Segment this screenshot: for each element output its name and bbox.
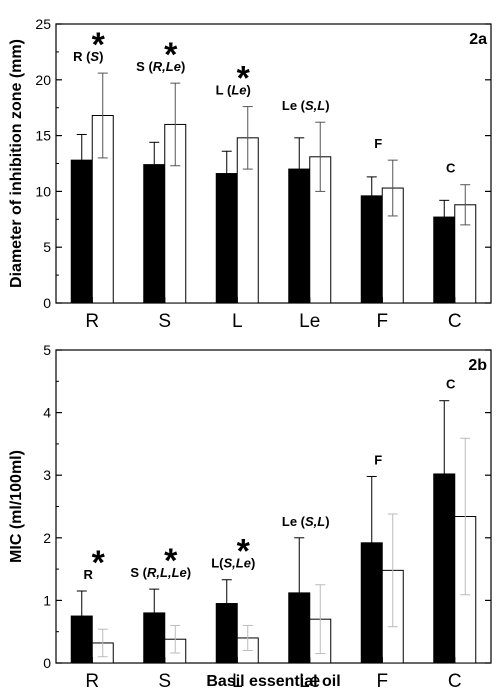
- annotation-italic: S,Le: [223, 556, 250, 571]
- x-tick-label: L: [232, 311, 243, 332]
- annotation-R: R (S): [73, 49, 103, 64]
- bar-dark-L: [215, 173, 238, 304]
- annotation-C: C: [446, 377, 456, 392]
- significance-star: *: [237, 60, 251, 98]
- significance-star: *: [164, 36, 178, 74]
- annotation-text: Le (: [282, 514, 306, 529]
- annotation-italic: Le: [231, 83, 246, 98]
- panel-label: 2a: [469, 31, 487, 48]
- annotation-Le: Le (S,L): [282, 514, 330, 529]
- annotation-text: R: [84, 567, 94, 582]
- y-tick-label: 25: [35, 16, 51, 32]
- bar-dark-L: [215, 603, 238, 664]
- y-tick-label: 0: [43, 295, 51, 311]
- annotation-F: F: [374, 452, 382, 467]
- annotation-text: C: [446, 161, 456, 176]
- annotation-S: S (R,Le): [136, 59, 185, 74]
- x-tick-label: Le: [299, 671, 320, 691]
- annotation-S: S (R,L,Le): [130, 565, 191, 580]
- bar-dark-R: [70, 615, 93, 664]
- y-tick-label: 15: [35, 128, 51, 144]
- x-tick-label: C: [448, 311, 462, 332]
- annotation-italic: S: [90, 49, 99, 64]
- y-axis-label: MIC (ml/100ml): [8, 450, 25, 563]
- x-tick-label: S: [158, 311, 171, 332]
- x-tick-label: L: [232, 671, 243, 691]
- annotation-italic: R,L,Le: [147, 565, 187, 580]
- bar-dark-C: [433, 473, 456, 664]
- annotation-L: L(S,Le): [211, 556, 255, 571]
- x-tick-label: F: [376, 671, 388, 691]
- x-tick-label: Le: [299, 311, 320, 332]
- x-tick-label: R: [85, 671, 99, 691]
- annotation-text: R (: [73, 49, 91, 64]
- annotation-Le: Le (S,L): [282, 98, 330, 113]
- y-tick-label: 5: [43, 239, 51, 255]
- bar-dark-Le: [288, 168, 311, 304]
- annotation-text: L (: [216, 83, 232, 98]
- plot-frame: [55, 349, 492, 664]
- chart-panel-2a: 0 5 10 15 20 25 Diameter of inhibition zone (m…: [8, 16, 492, 332]
- annotation-italic: R,Le: [153, 59, 181, 74]
- bar-dark-S: [143, 164, 166, 304]
- annotation-F: F: [374, 136, 382, 151]
- annotation-close: ): [246, 83, 250, 98]
- y-tick-label: 0: [43, 655, 51, 671]
- annotation-text: S (: [130, 565, 147, 580]
- significance-star: *: [237, 533, 251, 571]
- y-tick-label: 3: [43, 467, 51, 483]
- annotation-italic: S,L: [305, 98, 325, 113]
- bar-dark-F: [360, 195, 383, 304]
- annotation-L: L (Le): [216, 83, 251, 98]
- significance-star: *: [164, 542, 178, 580]
- bar-dark-F: [360, 542, 383, 664]
- significance-star: *: [92, 26, 106, 64]
- y-tick-label: 1: [43, 592, 51, 608]
- annotation-text: S (: [136, 59, 153, 74]
- annotation-close: ): [181, 59, 185, 74]
- y-axis-label: Diameter of inhibition zone (mm): [8, 39, 25, 288]
- x-tick-label: F: [376, 311, 388, 332]
- annotation-close: ): [325, 514, 329, 529]
- annotation-text: C: [446, 377, 456, 392]
- y-tick-label: 10: [35, 183, 51, 199]
- y-tick-label: 20: [35, 72, 51, 88]
- annotation-R: R: [84, 567, 94, 582]
- annotation-text: Le (: [282, 98, 306, 113]
- annotation-close: ): [251, 556, 255, 571]
- annotation-text: F: [374, 452, 382, 467]
- annotation-text: F: [374, 136, 382, 151]
- annotation-italic: S,L: [305, 514, 325, 529]
- bar-dark-S: [143, 612, 166, 664]
- y-tick-label: 4: [43, 405, 51, 421]
- annotation-text: L(: [211, 556, 224, 571]
- x-axis-label: Basil essential oil: [206, 673, 340, 690]
- annotation-close: ): [187, 565, 191, 580]
- y-tick-label: 5: [43, 342, 51, 358]
- annotation-C: C: [446, 161, 456, 176]
- x-tick-label: S: [158, 671, 171, 691]
- bar-dark-R: [70, 159, 93, 304]
- y-tick-label: 2: [43, 530, 51, 546]
- bar-dark-C: [433, 216, 456, 304]
- x-tick-label: C: [448, 671, 462, 691]
- x-tick-label: R: [85, 311, 99, 332]
- plot-frame: [55, 23, 492, 304]
- annotation-close: ): [325, 98, 329, 113]
- annotation-close: ): [99, 49, 103, 64]
- panel-label: 2b: [468, 357, 487, 374]
- bar-dark-Le: [288, 592, 311, 664]
- significance-star: *: [92, 544, 106, 582]
